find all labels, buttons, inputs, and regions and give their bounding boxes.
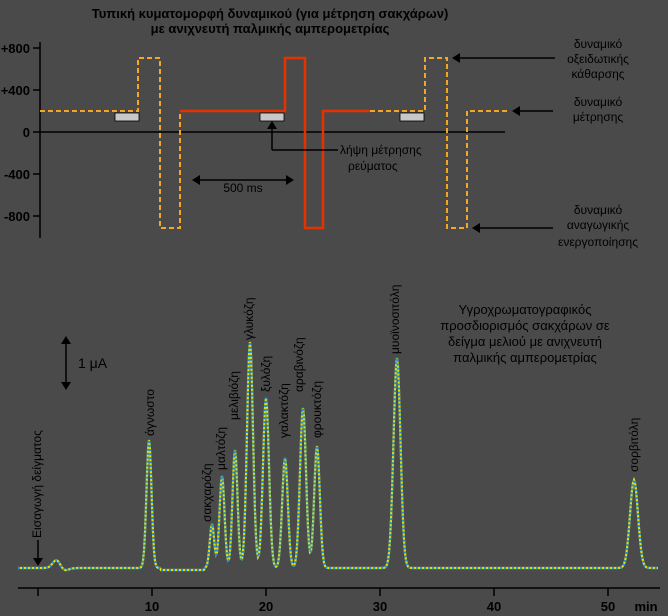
arrowhead xyxy=(472,223,480,233)
peak-label: ξυλόζη xyxy=(259,356,273,392)
waveform-dashed-cycle-1 xyxy=(40,57,181,229)
y-tick-label: -800 xyxy=(4,209,30,224)
peak-label: σακχαρόζη xyxy=(200,463,214,522)
arrowhead xyxy=(61,336,71,344)
peak-label: σορβιτόλη xyxy=(627,418,641,472)
x-unit-label: min xyxy=(634,599,657,614)
measurement-window xyxy=(399,112,425,122)
meas-label-line2: μέτρησης xyxy=(573,110,624,124)
chromatogram-panel: 10 20 30 40 50 min 1 μA Υγροχρωματογραφι… xyxy=(18,285,660,614)
chromatogram-title-line1: Υγροχρωματογραφικός xyxy=(459,302,592,317)
peak-label: γαλακτόζη xyxy=(277,383,291,438)
y-tick-label: +800 xyxy=(1,41,30,56)
arrowhead xyxy=(192,175,200,185)
x-tick-label: 10 xyxy=(145,599,159,614)
measurement-window xyxy=(259,112,285,122)
peak-label: γλυκόζη xyxy=(242,297,256,340)
arrowhead xyxy=(267,121,277,129)
red-label-line2: αναγωγικής xyxy=(567,218,630,232)
arrowhead xyxy=(452,53,460,63)
arrowhead xyxy=(33,558,43,566)
red-label-line3: ενεργοποίησης xyxy=(558,235,638,249)
waveform-solid-cycle xyxy=(180,56,370,230)
x-tick-label: 40 xyxy=(487,599,501,614)
x-tick-label: 50 xyxy=(601,599,615,614)
waveform-dashed-cycle-2 xyxy=(370,57,510,229)
measurement-window xyxy=(114,112,140,122)
arrowhead xyxy=(512,106,520,116)
arrowhead xyxy=(286,175,294,185)
peak-label: μυοϊνοσιτόλη xyxy=(388,285,402,354)
arrowhead xyxy=(61,382,71,390)
oxid-label-line2: οξειδωτικής xyxy=(567,52,629,66)
x-tick-label: 20 xyxy=(259,599,273,614)
oxid-label-line3: κάθαρσης xyxy=(571,67,624,81)
chromatogram-trace-yellow xyxy=(18,341,658,572)
chromatogram-title-line4: παλμικής αμπερομετρίας xyxy=(453,350,597,365)
measure-label-line1: λήψη μέτρησης xyxy=(340,143,422,157)
chromatogram-title-line2: προσδιορισμός σακχάρων σε xyxy=(440,318,610,333)
meas-label-line1: δυναμικό xyxy=(574,95,623,109)
y-tick-label: -400 xyxy=(4,167,30,182)
waveform-panel: Τυπική κυματομορφή δυναμικού (για μέτρησ… xyxy=(1,6,639,249)
scale-bar-label: 1 μA xyxy=(78,355,108,371)
injection-label: Εισαγωγή δείγματος xyxy=(30,430,44,538)
red-label-line1: δυναμικό xyxy=(574,203,623,217)
chromatogram-trace-blue xyxy=(18,341,658,572)
peak-label: αραβινόζη xyxy=(292,337,306,392)
peak-label: μελιβιόζη xyxy=(227,371,241,420)
y-tick-label: 0 xyxy=(23,125,30,140)
time-span-label: 500 ms xyxy=(223,181,262,195)
peak-label: άγνωστο xyxy=(143,389,157,436)
peak-label: φρουκτόζη xyxy=(310,381,324,438)
y-tick-label: +400 xyxy=(1,83,30,98)
peak-label: μαλτόζη xyxy=(214,427,228,470)
chromatogram-title-line3: δείγμα μελιού με ανιχνευτή xyxy=(448,334,602,349)
x-tick-label: 30 xyxy=(373,599,387,614)
oxid-label-line1: δυναμικό xyxy=(574,37,623,51)
waveform-title-line2: με ανιχνευτή παλμικής αμπερομετρίας xyxy=(151,21,390,36)
measure-label-line2: ρεύματος xyxy=(348,159,398,173)
waveform-title-line1: Τυπική κυματομορφή δυναμικού (για μέτρησ… xyxy=(92,6,449,21)
